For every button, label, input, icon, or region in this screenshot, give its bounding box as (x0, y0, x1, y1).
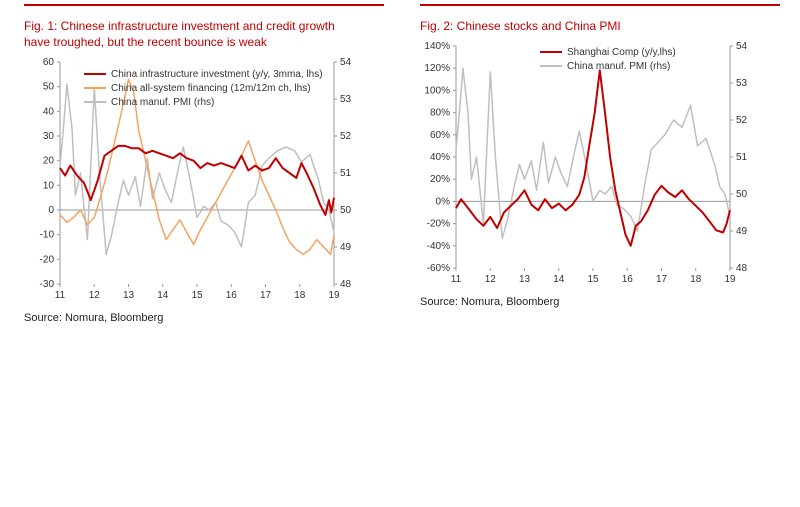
svg-text:60: 60 (43, 57, 55, 68)
svg-text:80%: 80% (430, 108, 450, 119)
svg-text:10: 10 (43, 181, 55, 192)
svg-text:19: 19 (724, 274, 736, 285)
svg-text:11: 11 (55, 290, 66, 301)
svg-text:16: 16 (226, 290, 238, 301)
svg-text:49: 49 (340, 242, 352, 253)
svg-text:48: 48 (736, 263, 748, 274)
svg-text:16: 16 (622, 274, 634, 285)
svg-text:60%: 60% (430, 130, 450, 141)
svg-text:30: 30 (43, 131, 55, 142)
svg-text:19: 19 (328, 290, 340, 301)
svg-text:52: 52 (340, 131, 352, 142)
svg-text:12: 12 (485, 274, 497, 285)
svg-text:49: 49 (736, 226, 748, 237)
svg-text:12: 12 (89, 290, 101, 301)
top-rule-left (24, 4, 384, 6)
legend-label: China manuf. PMI (rhs) (567, 61, 670, 72)
svg-text:13: 13 (123, 290, 135, 301)
svg-text:20: 20 (43, 156, 55, 167)
svg-text:120%: 120% (424, 63, 450, 74)
svg-text:13: 13 (519, 274, 531, 285)
svg-text:14: 14 (157, 290, 169, 301)
svg-text:53: 53 (340, 94, 352, 105)
svg-text:53: 53 (736, 78, 748, 89)
svg-text:54: 54 (736, 41, 748, 52)
legend-label: China infrastructure investment (y/y, 3m… (111, 69, 323, 80)
svg-text:140%: 140% (424, 41, 450, 52)
legend-label: Shanghai Comp (y/y,lhs) (567, 47, 676, 58)
svg-text:51: 51 (736, 152, 748, 163)
svg-text:100%: 100% (424, 86, 450, 97)
svg-text:-20: -20 (40, 255, 55, 266)
svg-text:48: 48 (340, 279, 352, 290)
panel-fig2: Fig. 2: Chinese stocks and China PMI -60… (420, 10, 780, 308)
legend-label: China all-system financing (12m/12m ch, … (111, 83, 311, 94)
svg-text:-30: -30 (40, 279, 55, 290)
fig1-chart: -30 -20 -10 0 10 20 30 40 50 60 48 49 50 51 52 53 54 11 12… (24, 54, 384, 304)
svg-text:40%: 40% (430, 152, 450, 163)
svg-text:18: 18 (294, 290, 306, 301)
fig2-source: Source: Nomura, Bloomberg (420, 296, 780, 308)
svg-text:18: 18 (690, 274, 702, 285)
fig2-title: Fig. 2: Chinese stocks and China PMI (420, 18, 760, 34)
series-infra (60, 146, 334, 215)
series-shcomp (456, 71, 730, 246)
legend-label: China manuf. PMI (rhs) (111, 97, 214, 108)
svg-text:54: 54 (340, 57, 352, 68)
svg-text:11: 11 (451, 274, 462, 285)
svg-text:17: 17 (656, 274, 668, 285)
fig1-title: Fig. 1: Chinese infrastructure investmen… (24, 18, 364, 50)
svg-text:17: 17 (260, 290, 272, 301)
svg-text:-10: -10 (40, 230, 55, 241)
svg-text:52: 52 (736, 115, 748, 126)
svg-text:50: 50 (736, 189, 748, 200)
top-rule-right (420, 4, 780, 6)
svg-text:15: 15 (587, 274, 599, 285)
svg-text:20%: 20% (430, 174, 450, 185)
fig1-source: Source: Nomura, Bloomberg (24, 312, 384, 324)
svg-text:15: 15 (191, 290, 203, 301)
series-pmi (456, 68, 730, 238)
panel-fig1: Fig. 1: Chinese infrastructure investmen… (24, 10, 384, 324)
svg-text:0%: 0% (436, 197, 451, 208)
svg-text:40: 40 (43, 107, 55, 118)
svg-text:-60%: -60% (427, 263, 450, 274)
fig2-chart: -60% -40% -20% 0% 20% 40% 60% 80% 100% 120% 140% 48… (420, 38, 780, 288)
svg-text:50: 50 (340, 205, 352, 216)
svg-text:51: 51 (340, 168, 352, 179)
svg-text:-20%: -20% (427, 219, 450, 230)
svg-text:-40%: -40% (427, 241, 450, 252)
svg-text:14: 14 (553, 274, 565, 285)
svg-text:0: 0 (48, 205, 54, 216)
svg-text:50: 50 (43, 82, 55, 93)
